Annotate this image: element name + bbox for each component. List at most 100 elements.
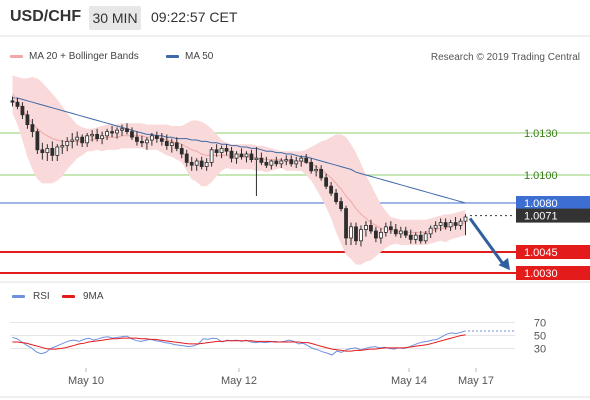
candle-body bbox=[398, 230, 403, 235]
candle-body bbox=[254, 157, 259, 160]
level-label-resistance: 1.0100 bbox=[524, 170, 558, 182]
timeframe-badge[interactable]: 30 MIN bbox=[89, 6, 141, 30]
rsi-tick-label: 50 bbox=[534, 331, 546, 343]
candle-body bbox=[169, 142, 174, 147]
candle-body bbox=[85, 135, 90, 144]
candle-body bbox=[294, 160, 299, 165]
rsi-swatch bbox=[12, 294, 25, 298]
candle-body bbox=[184, 153, 189, 163]
candle-body bbox=[95, 133, 100, 139]
candle-body bbox=[364, 224, 368, 230]
candle-body bbox=[10, 100, 15, 103]
source-credit: Research © 2019 Trading Central bbox=[430, 52, 580, 63]
candle-body bbox=[324, 177, 329, 187]
ma50-label: MA 50 bbox=[185, 51, 214, 62]
level-tag-current bbox=[516, 208, 590, 223]
ma20-label: MA 20 + Bollinger Bands bbox=[29, 51, 139, 62]
9ma-label: 9MA bbox=[83, 291, 104, 302]
level-label-pivot: 1.0080 bbox=[524, 198, 558, 210]
candle-body bbox=[154, 135, 159, 140]
ma50-line bbox=[12, 97, 466, 204]
9ma-swatch bbox=[62, 294, 75, 298]
candle-body bbox=[179, 147, 184, 155]
ma20-swatch bbox=[10, 54, 23, 58]
candle-body bbox=[418, 234, 423, 242]
candle-body bbox=[55, 146, 60, 156]
candle-body bbox=[413, 234, 418, 240]
candle-body bbox=[239, 153, 244, 158]
candle-body bbox=[204, 161, 209, 167]
candle-body bbox=[90, 133, 95, 137]
candle-body bbox=[110, 131, 114, 134]
x-tick-label: May 17 bbox=[458, 375, 494, 387]
candle-body bbox=[319, 168, 324, 179]
candle-body bbox=[15, 101, 20, 107]
rsi-line bbox=[12, 330, 466, 356]
candle-body bbox=[423, 233, 428, 242]
candle-body bbox=[100, 135, 104, 140]
candle-body bbox=[115, 129, 119, 134]
legend-ma20: MA 20 + Bollinger Bands bbox=[10, 51, 139, 62]
x-tick-label: May 14 bbox=[391, 375, 427, 387]
forecast-arrow-head bbox=[498, 257, 510, 271]
candle-body bbox=[438, 222, 443, 226]
candle-body bbox=[120, 128, 124, 131]
candle-body bbox=[443, 222, 448, 228]
timestamp: 09:22:57 CET bbox=[151, 9, 238, 25]
candle-body bbox=[359, 229, 363, 242]
candle-body bbox=[369, 224, 373, 232]
candle-body bbox=[35, 131, 40, 151]
level-tag-support bbox=[516, 245, 590, 259]
candle-body bbox=[374, 230, 378, 239]
candle-body bbox=[453, 222, 458, 226]
candle-body bbox=[75, 136, 80, 141]
candle-body bbox=[408, 234, 413, 240]
candle-body bbox=[65, 140, 70, 146]
level-label-support: 1.0030 bbox=[524, 268, 558, 280]
candle-body bbox=[388, 226, 393, 231]
candle-body bbox=[189, 161, 194, 166]
chart-header: USD/CHF 30 MIN 09:22:57 CET bbox=[0, 0, 590, 36]
candle-body bbox=[105, 131, 109, 137]
candle-body bbox=[329, 185, 333, 194]
candle-body bbox=[209, 149, 214, 163]
candle-body bbox=[149, 135, 154, 141]
symbol-title: USD/CHF bbox=[10, 8, 82, 25]
candle-body bbox=[25, 114, 30, 126]
candle-body bbox=[299, 157, 304, 162]
legend-9ma: 9MA bbox=[62, 291, 104, 302]
candle-body bbox=[349, 226, 353, 239]
candle-body bbox=[140, 140, 144, 144]
candle-body bbox=[194, 160, 199, 166]
candle-body bbox=[448, 222, 453, 228]
candle-body bbox=[339, 201, 343, 210]
rsi-tick-label: 30 bbox=[534, 344, 546, 356]
candle-body bbox=[279, 160, 284, 165]
candle-body bbox=[199, 160, 204, 167]
candle-body bbox=[259, 157, 264, 163]
forecast-arrow-shaft bbox=[468, 217, 506, 267]
candle-body bbox=[244, 153, 249, 158]
candle-body bbox=[334, 192, 338, 202]
x-tick-label: May 10 bbox=[68, 375, 104, 387]
candle-body bbox=[463, 216, 468, 222]
rsi-ma-line bbox=[12, 334, 466, 352]
candle-body bbox=[383, 226, 388, 233]
level-tag-pivot bbox=[516, 196, 590, 210]
candle-body bbox=[80, 136, 85, 144]
candle-body bbox=[249, 153, 254, 160]
ma50-swatch bbox=[166, 54, 179, 58]
candle-body bbox=[433, 224, 438, 229]
candle-body bbox=[269, 160, 274, 166]
rsi-label: RSI bbox=[33, 291, 50, 302]
candle-body bbox=[458, 220, 463, 226]
legend-ma50: MA 50 bbox=[166, 51, 213, 62]
candle-body bbox=[174, 142, 179, 149]
level-label-resistance: 1.0130 bbox=[524, 128, 558, 140]
bollinger-band bbox=[12, 75, 466, 265]
candle-body bbox=[428, 227, 433, 235]
rsi-tick-label: 70 bbox=[534, 318, 546, 330]
candle-body bbox=[20, 106, 25, 116]
